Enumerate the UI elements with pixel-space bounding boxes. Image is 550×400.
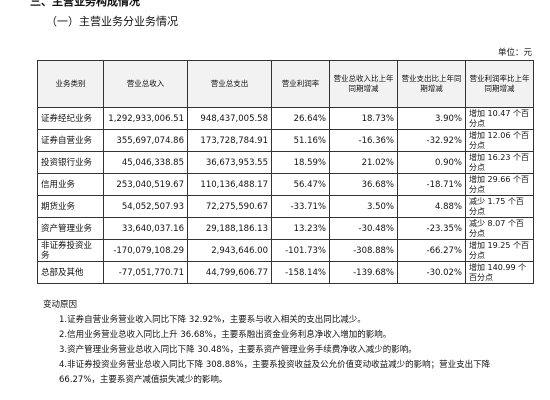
cell-segment: 投资银行业务 <box>37 151 104 174</box>
cell-margin: 56.47% <box>271 173 330 196</box>
cell-revenue: 45,046,338.85 <box>103 151 188 174</box>
cell-expense-change: 3.90% <box>397 107 466 130</box>
header-revenue: 营业总收入 <box>103 60 188 108</box>
cell-revenue-change: 18.73% <box>329 107 398 130</box>
unit-label: 单位：元 <box>497 48 532 58</box>
cell-revenue-change: -308.88% <box>329 239 398 262</box>
cell-expense: 2,943,646.00 <box>187 239 272 262</box>
cell-margin-change: 增加 29.66 个百分点 <box>465 173 534 196</box>
header-expense: 营业总支出 <box>187 60 272 108</box>
cell-expense-change: -66.27% <box>397 239 466 262</box>
table-row: 证券经纪业务 1,292,933,006.51 948,437,005.58 2… <box>37 107 534 130</box>
table-row: 非证券投资业务 -170,079,108.29 2,943,646.00 -10… <box>37 239 534 262</box>
cell-expense: 948,437,005.58 <box>187 107 272 130</box>
cell-margin-change: 增加 16.23 个百分点 <box>465 151 534 174</box>
cell-margin: -101.73% <box>271 239 330 262</box>
cell-revenue-change: -30.48% <box>329 217 398 240</box>
cell-revenue-change: 21.02% <box>329 151 398 174</box>
cell-revenue: 355,697,074.86 <box>103 129 188 152</box>
cell-margin-change: 增加 19.25 个百分点 <box>465 239 534 262</box>
cell-expense: 44,799,606.77 <box>187 261 272 284</box>
cell-segment: 证券自营业务 <box>37 129 104 152</box>
table-row: 信用业务 253,040,519.67 110,136,488.17 56.47… <box>37 173 534 196</box>
cell-segment: 总部及其他 <box>37 261 104 284</box>
header-segment: 业务类别 <box>37 60 104 108</box>
cell-expense-change: -23.35% <box>397 217 466 240</box>
table-row: 期货业务 54,052,507.93 72,275,590.67 -33.71%… <box>37 195 534 218</box>
cell-margin-change: 减少 8.07 个百分点 <box>465 217 534 240</box>
cell-expense-change: -30.02% <box>397 261 466 284</box>
table-header-row: 业务类别 营业总收入 营业总支出 营业利润率 营业总收入比上年同期增减 营业支出… <box>37 60 534 108</box>
cell-segment: 资产管理业务 <box>37 217 104 240</box>
cell-revenue-change: -139.68% <box>329 261 398 284</box>
reason-item: 3.资产管理业务营业总收入同比下降 30.48%，主要系资产管理业务手续费净收入… <box>59 345 417 355</box>
business-segment-table: 业务类别 营业总收入 营业总支出 营业利润率 营业总收入比上年同期增减 营业支出… <box>37 60 534 284</box>
cell-revenue-change: 36.68% <box>329 173 398 196</box>
table-row: 总部及其他 -77,051,770.71 44,799,606.77 -158.… <box>37 261 534 284</box>
cell-revenue: 54,052,507.93 <box>103 195 188 218</box>
cell-revenue: -170,079,108.29 <box>103 239 188 262</box>
cell-revenue: 33,640,037.16 <box>103 217 188 240</box>
cell-margin-change: 增加 10.47 个百分点 <box>465 107 534 130</box>
change-reasons: 变动原因 1.证券自营业务营业收入同比下降 32.92%，主要系与收入相关的支出… <box>37 298 537 388</box>
cell-segment: 信用业务 <box>37 173 104 196</box>
cell-margin: 18.59% <box>271 151 330 174</box>
cell-expense: 29,188,186.13 <box>187 217 272 240</box>
cell-revenue-change: 3.50% <box>329 195 398 218</box>
cell-expense-change: -18.71% <box>397 173 466 196</box>
cell-segment: 证券经纪业务 <box>37 107 104 130</box>
cell-revenue-change: -16.36% <box>329 129 398 152</box>
cell-margin: 26.64% <box>271 107 330 130</box>
table-row: 资产管理业务 33,640,037.16 29,188,186.13 13.23… <box>37 217 534 240</box>
table-row: 证券自营业务 355,697,074.86 173,728,784.91 51.… <box>37 129 534 152</box>
section-title: （一）主营业务分业务情况 <box>46 15 178 28</box>
reason-item: 1.证券自营业务营业收入同比下降 32.92%，主要系与收入相关的支出同比减少。 <box>59 315 366 325</box>
cell-revenue: 253,040,519.67 <box>103 173 188 196</box>
cell-expense-change: -32.92% <box>397 129 466 152</box>
cell-segment: 期货业务 <box>37 195 104 218</box>
header-expense-change: 营业支出比上年同期增减 <box>397 60 466 108</box>
reason-item: 4.非证券投资业务营业总收入同比下降 308.88%，主要系投资收益及公允价值变… <box>59 360 491 385</box>
header-revenue-change: 营业总收入比上年同期增减 <box>329 60 398 108</box>
cell-margin-change: 增加 12.06 个百分点 <box>465 129 534 152</box>
header-margin-change: 营业利润率比上年同期增减 <box>465 60 534 108</box>
cell-expense: 72,275,590.67 <box>187 195 272 218</box>
cell-revenue: -77,051,770.71 <box>103 261 188 284</box>
reason-item: 2.信用业务营业总收入同比上升 36.68%，主要系融出资金业务利息净收入增加的… <box>59 330 392 340</box>
cell-expense: 36,673,953.55 <box>187 151 272 174</box>
cell-margin-change: 增加 140.99 个百分点 <box>465 261 534 284</box>
reasons-title: 变动原因 <box>43 300 78 310</box>
cell-expense-change: 4.88% <box>397 195 466 218</box>
cell-margin: 13.23% <box>271 217 330 240</box>
cell-revenue: 1,292,933,006.51 <box>103 107 188 130</box>
cell-expense-change: 0.90% <box>397 151 466 174</box>
top-heading: 三、主营业务构成情况 <box>30 0 140 8</box>
table-row: 投资银行业务 45,046,338.85 36,673,953.55 18.59… <box>37 151 534 174</box>
cell-margin: -33.71% <box>271 195 330 218</box>
cell-margin: -158.14% <box>271 261 330 284</box>
cell-segment: 非证券投资业务 <box>37 239 104 262</box>
cell-margin: 51.16% <box>271 129 330 152</box>
header-margin: 营业利润率 <box>271 60 330 108</box>
cell-expense: 173,728,784.91 <box>187 129 272 152</box>
cell-expense: 110,136,488.17 <box>187 173 272 196</box>
cell-margin-change: 减少 1.75 个百分点 <box>465 195 534 218</box>
